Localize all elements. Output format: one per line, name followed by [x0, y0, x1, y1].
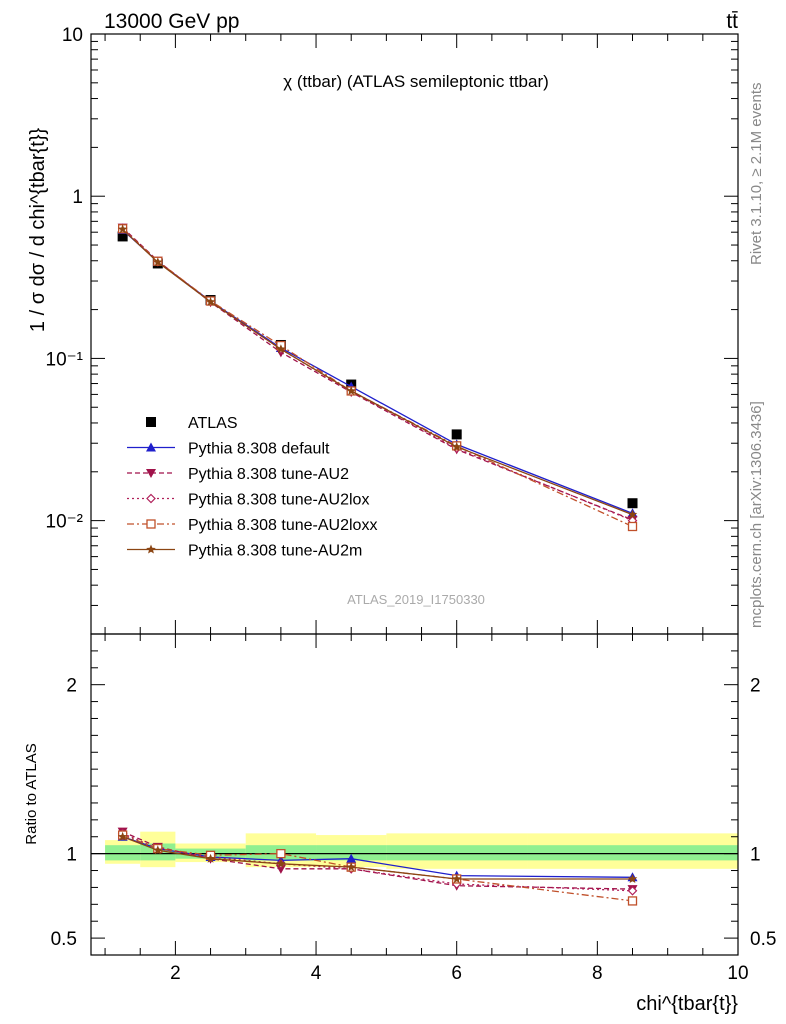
- ratio-point-au2m: [346, 862, 356, 872]
- main-point-au2m: [153, 257, 163, 267]
- main-point-au2loxx: [627, 521, 638, 532]
- ratio-point-au2m: [627, 874, 638, 883]
- ratio-ytick-label: 0.5: [51, 929, 77, 950]
- ratio-point-au2m: [153, 845, 163, 855]
- ratio-band-inner: [316, 845, 387, 861]
- ratio-ytick-label-right: 2: [750, 676, 761, 697]
- legend-label-data: ATLAS: [188, 415, 238, 432]
- legend-marker-au2loxx: [146, 519, 156, 529]
- main-point-au2m: [117, 224, 128, 234]
- ratio-axes: 2 2 1 1 0.5 0.5 2 4 6 8 10: [51, 634, 776, 984]
- ratio-ytick-label-right: 1: [750, 845, 761, 866]
- legend-marker-data: [146, 417, 156, 427]
- header-right: tt̄: [726, 10, 738, 33]
- legend-marker-au2: [146, 469, 156, 478]
- ratio-ytick-label: 1: [66, 845, 77, 866]
- watermark: ATLAS_2019_I1750330: [347, 592, 485, 607]
- main-point-au2m: [346, 386, 356, 395]
- ratio-panel: 2 2 1 1 0.5 0.5 2 4 6 8 10 Ratio to ATLAS chi^{tba…: [23, 633, 776, 1015]
- ratio-xtick-label: 4: [311, 963, 322, 984]
- ratio-ylabel: Ratio to ATLAS: [23, 743, 40, 844]
- ratio-plot-area: 2 2 1 1 0.5 0.5 2 4 6 8 10: [51, 634, 776, 984]
- ratio-point-au2m: [117, 831, 128, 841]
- ratio-xtick-label: 10: [727, 963, 748, 984]
- main-point-data: [451, 429, 462, 440]
- legend-marker-au2m: [146, 544, 156, 554]
- main-ytick-label: 10⁻²: [46, 512, 84, 533]
- main-point-au2m: [627, 509, 638, 519]
- legend-marker-au2lox: [146, 493, 156, 504]
- legend: ATLAS Pythia 8.308 default Pythia 8.308 tu…: [127, 415, 377, 560]
- main-point-au2m: [276, 344, 286, 354]
- ratio-point-au2m: [205, 853, 216, 863]
- main-point-data: [627, 498, 638, 509]
- ratio-ytick-label-right: 0.5: [750, 929, 776, 950]
- legend-label-au2m: Pythia 8.308 tune-AU2m: [188, 543, 362, 560]
- ratio-xtick-label: 2: [170, 963, 181, 984]
- ratio-xlabel: chi^{tbar{t}}: [636, 993, 738, 1015]
- header-left: 13000 GeV pp: [104, 10, 239, 33]
- main-ylabel: 1 / σ dσ / d chi^{tbar{t}}: [27, 128, 49, 333]
- ratio-band-inner: [105, 845, 141, 861]
- ratio-point-au2lox: [627, 885, 638, 896]
- ratio-frame: [90, 633, 739, 956]
- ratio-ytick-label: 2: [66, 676, 77, 697]
- main-point-au2m: [451, 441, 462, 451]
- main-panel: 10 1 10⁻¹ 10⁻² χ (ttbar) (ATLAS semileptoni…: [27, 25, 739, 635]
- main-ytick-label: 10: [62, 25, 83, 46]
- ratio-point-au2m: [451, 874, 462, 883]
- main-point-au2m: [205, 296, 216, 306]
- main-axes: 10 1 10⁻¹ 10⁻²: [46, 25, 739, 635]
- mcplots-label: mcplots.cern.ch [arXiv:1306.3436]: [748, 401, 765, 628]
- legend-label-au2lox: Pythia 8.308 tune-AU2lox: [188, 492, 369, 509]
- main-ytick-label: 1: [72, 187, 83, 208]
- main-point-data: [117, 231, 128, 242]
- legend-label-default: Pythia 8.308 default: [188, 441, 330, 458]
- ratio-point-au2loxx: [627, 896, 638, 906]
- ratio-point-default: [346, 853, 357, 863]
- legend-label-au2: Pythia 8.308 tune-AU2: [188, 466, 349, 483]
- ratio-xtick-label: 8: [592, 963, 603, 984]
- legend-marker-default: [146, 442, 156, 452]
- ratio-band-inner: [527, 845, 738, 861]
- ratio-point-au2loxx: [276, 848, 286, 859]
- ratio-xtick-label: 6: [451, 963, 462, 984]
- ratio-point-au2m: [276, 858, 286, 868]
- ratio-band-inner: [386, 845, 528, 861]
- rivet-label: Rivet 3.1.10, ≥ 2.1M events: [748, 83, 765, 266]
- main-title: χ (ttbar) (ATLAS semileptonic ttbar): [283, 72, 549, 91]
- legend-label-au2loxx: Pythia 8.308 tune-AU2loxx: [188, 517, 377, 534]
- main-ytick-label: 10⁻¹: [46, 349, 84, 370]
- main-plot-area: 10 1 10⁻¹ 10⁻²: [46, 25, 739, 635]
